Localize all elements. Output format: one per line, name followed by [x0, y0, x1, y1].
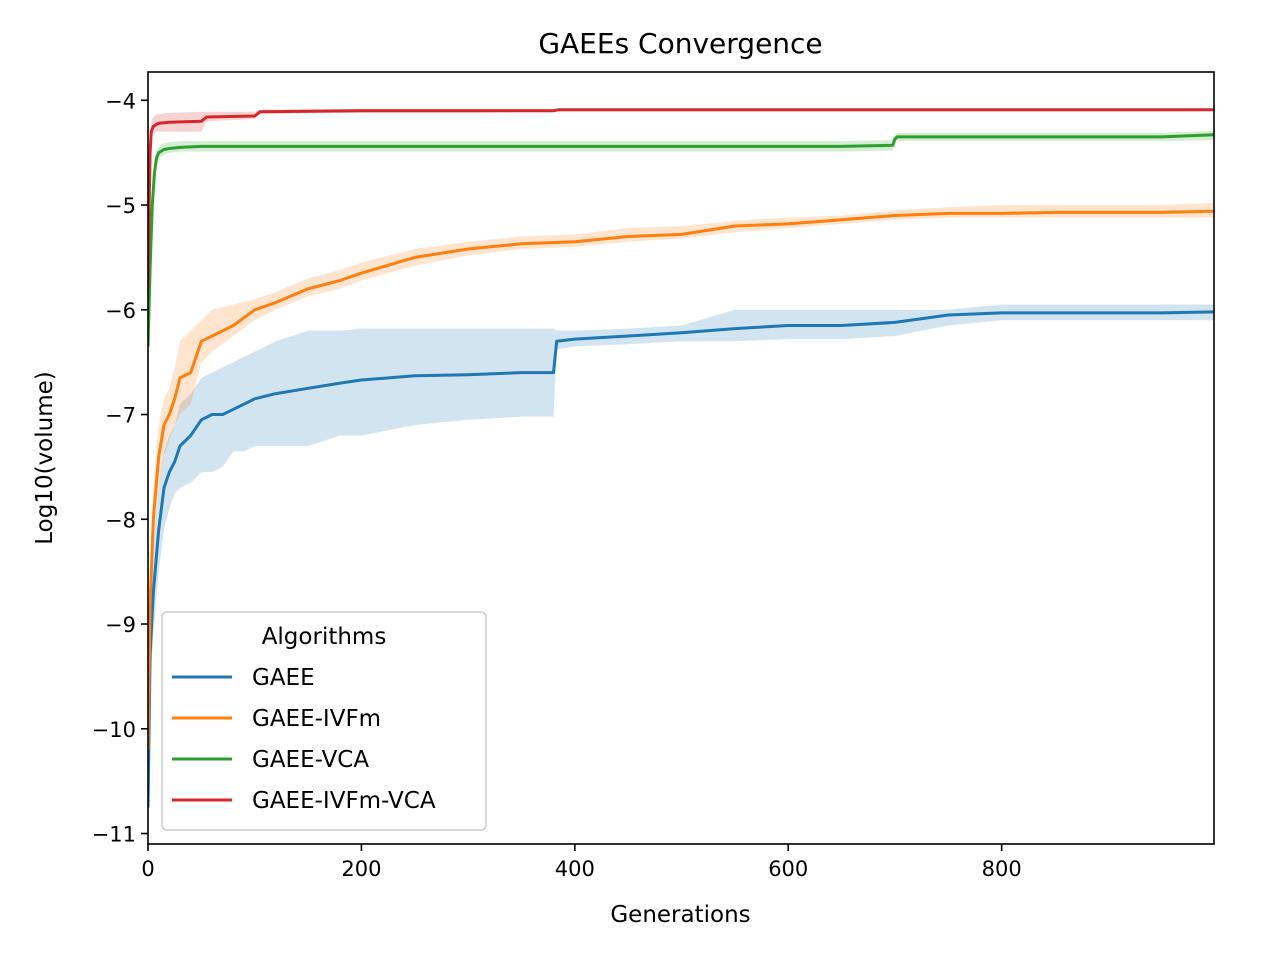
x-tick-label: 800 [982, 857, 1022, 881]
band-series-0 [148, 304, 1214, 808]
x-tick-label: 200 [341, 857, 381, 881]
y-tick-label: −7 [105, 404, 136, 428]
y-tick-label: −10 [92, 718, 136, 742]
y-tick-label: −5 [105, 194, 136, 218]
chart-title: GAEEs Convergence [538, 27, 822, 60]
legend-box [161, 611, 487, 831]
legend-entries: GAEE GAEE-IVFm GAEE-VCA GAEE-IVFm-VCA [172, 665, 436, 814]
series-lines [148, 108, 1214, 808]
legend-label: GAEE-IVFm-VCA [252, 788, 436, 814]
line-series-3 [148, 108, 1214, 289]
legend-label: GAEE [252, 665, 315, 691]
legend: Algorithms GAEE GAEE-IVFm GAEE-VCA GAEE-IVF… [161, 611, 487, 831]
legend-label: GAEE-VCA [252, 747, 369, 773]
x-tick-label: 0 [141, 857, 154, 881]
confidence-bands [148, 108, 1214, 808]
y-tick-label: −8 [105, 508, 136, 532]
plot-frame [147, 71, 1215, 845]
line-series-1 [148, 209, 1214, 750]
y-axis: −4 −5 −6 −7 −8 −9 −10 −11 [92, 89, 148, 847]
x-tick-label: 400 [555, 857, 595, 881]
line-series-0 [148, 310, 1214, 808]
x-axis: 0 200 400 600 800 [141, 844, 1022, 881]
line-series-2 [148, 133, 1214, 347]
y-tick-label: −4 [105, 89, 136, 113]
x-tick-label: 600 [768, 857, 808, 881]
legend-title: Algorithms [262, 624, 387, 650]
x-axis-label: Generations [610, 902, 750, 928]
y-tick-label: −6 [105, 299, 136, 323]
y-tick-label: −11 [92, 823, 136, 847]
y-axis-label: Log10(volume) [32, 371, 58, 545]
legend-label: GAEE-IVFm [252, 706, 381, 732]
y-tick-label: −9 [105, 613, 136, 637]
